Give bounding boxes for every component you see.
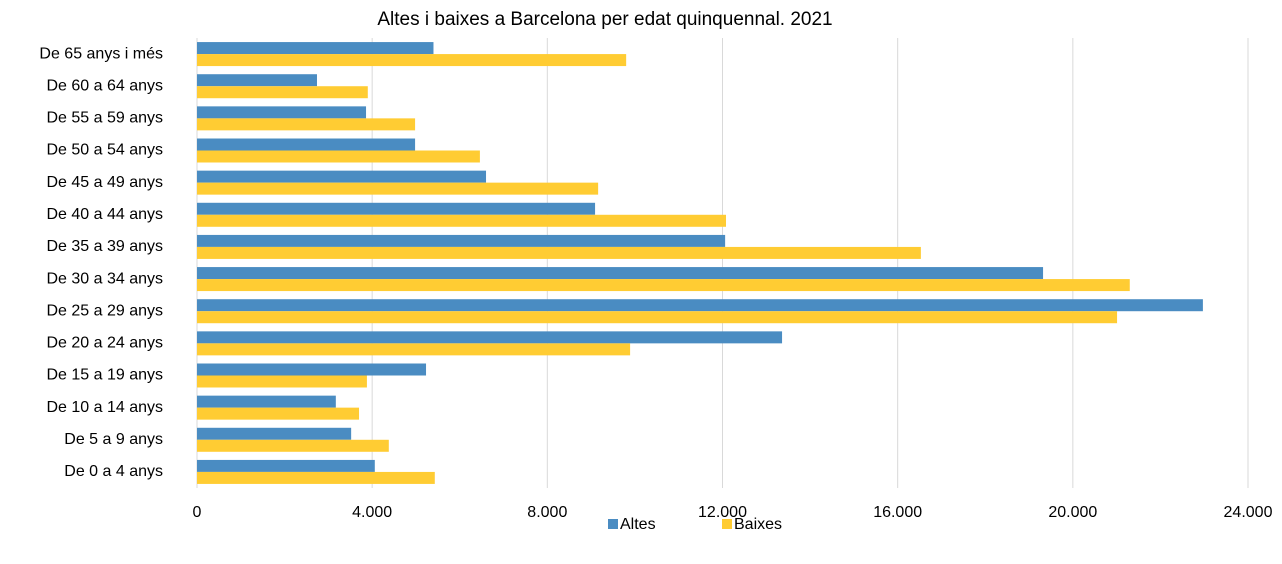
bar — [197, 202, 596, 215]
bar — [197, 234, 726, 247]
x-tick-label: 20.000 — [1048, 504, 1097, 521]
bar — [197, 138, 416, 151]
bar — [197, 471, 435, 484]
bar — [197, 363, 427, 376]
bar — [197, 459, 375, 472]
legend-label: Altes — [620, 516, 656, 533]
bar — [197, 375, 367, 388]
x-tick-label: 4.000 — [352, 504, 392, 521]
legend-swatch — [722, 519, 732, 529]
y-tick-label: De 60 a 64 anys — [46, 77, 163, 94]
bar — [197, 214, 727, 227]
y-tick-label: De 5 a 9 anys — [64, 431, 163, 448]
bar — [197, 74, 317, 87]
y-tick-label: De 65 anys i més — [39, 45, 163, 62]
bar — [197, 427, 352, 440]
y-tick-label: De 55 a 59 anys — [46, 110, 163, 127]
bar — [197, 395, 336, 408]
x-tick-label: 12.000 — [698, 504, 747, 521]
bar — [197, 331, 783, 344]
bar — [197, 279, 1130, 292]
bar — [197, 299, 1203, 312]
y-tick-label: De 35 a 39 anys — [46, 238, 163, 255]
x-tick-label: 0 — [193, 504, 202, 521]
y-tick-label: De 50 a 54 anys — [46, 142, 163, 159]
bar — [197, 86, 368, 99]
bar — [197, 439, 389, 452]
bar — [197, 407, 360, 420]
legend-swatch — [608, 519, 618, 529]
y-tick-label: De 25 a 29 anys — [46, 302, 163, 319]
bar — [197, 42, 434, 55]
chart-title: Altes i baixes a Barcelona per edat quin… — [377, 9, 832, 30]
legend-label: Baixes — [734, 516, 782, 533]
y-tick-label: De 15 a 19 anys — [46, 367, 163, 384]
bar — [197, 118, 416, 131]
x-tick-label: 16.000 — [873, 504, 922, 521]
y-tick-label: De 40 a 44 anys — [46, 206, 163, 223]
x-tick-label: 24.000 — [1224, 504, 1273, 521]
y-tick-label: De 10 a 14 anys — [46, 399, 163, 416]
bar — [197, 246, 921, 259]
bar — [197, 170, 487, 183]
x-tick-label: 8.000 — [527, 504, 567, 521]
bar — [197, 150, 480, 163]
bar — [197, 343, 631, 356]
bar — [197, 267, 1044, 280]
y-tick-label: De 20 a 24 anys — [46, 335, 163, 352]
y-tick-label: De 0 a 4 anys — [64, 463, 163, 480]
bar — [197, 54, 627, 67]
bar — [197, 311, 1118, 324]
bar — [197, 182, 599, 195]
y-tick-label: De 45 a 49 anys — [46, 174, 163, 191]
y-tick-label: De 30 a 34 anys — [46, 270, 163, 287]
bar — [197, 106, 367, 119]
